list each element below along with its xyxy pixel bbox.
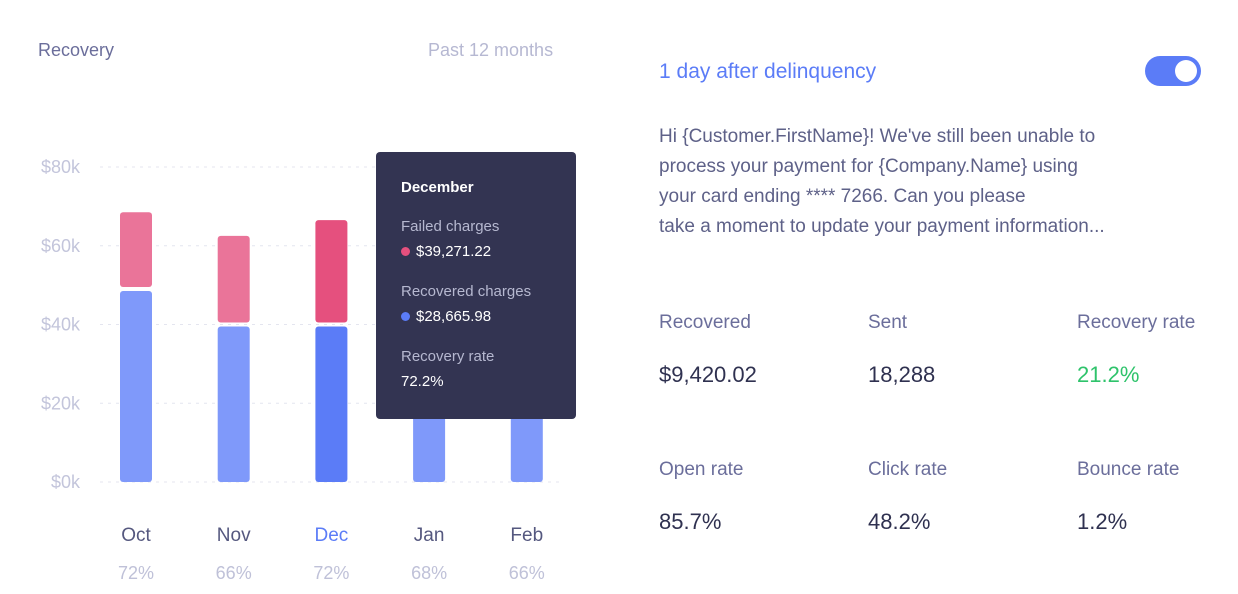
failed-dot-icon: [401, 247, 410, 256]
date-range-selector[interactable]: Past 12 months: [428, 40, 554, 60]
failed-bar-dec: [315, 220, 348, 323]
message-line: Hi {Customer.FirstName}! We've still bee…: [659, 126, 1096, 147]
stat-click-rate-label: Click rate: [868, 459, 948, 480]
recovered-dot-icon: [401, 312, 410, 321]
stat-recovered-value: $9,420.02: [659, 362, 757, 387]
tooltip-month: December: [401, 179, 474, 196]
tooltip-rate-label: Recovery rate: [401, 348, 495, 365]
x-tick-label: Feb: [510, 525, 543, 546]
stat-bounce-rate-label: Bounce rate: [1077, 459, 1180, 480]
stat-open-rate-value: 85.7%: [659, 509, 722, 534]
x-tick-label: Oct: [121, 525, 151, 546]
y-tick-label: $20k: [41, 393, 81, 413]
rate-label: 72%: [118, 563, 154, 583]
message-line: take a moment to update your payment inf…: [659, 216, 1105, 237]
stat-recovered-label: Recovered: [659, 312, 751, 333]
recovered-bar-oct: [120, 291, 152, 482]
tooltip-recovered-label: Recovered charges: [401, 283, 532, 300]
y-tick-label: $40k: [41, 315, 81, 335]
stat-sent-value: 18,288: [868, 362, 936, 387]
chart-title: Recovery: [38, 40, 115, 60]
stat-sent-label: Sent: [868, 312, 908, 333]
message-line: your card ending **** 7266. Can you plea…: [659, 186, 1026, 207]
failed-bar-nov: [217, 235, 250, 323]
tooltip-failed-label: Failed charges: [401, 218, 500, 235]
tooltip-recovered-value: $28,665.98: [401, 308, 491, 325]
rate-label: 72%: [313, 563, 349, 583]
failed-bar-oct: [120, 212, 152, 288]
x-tick-label: Jan: [414, 525, 445, 546]
stat-click-rate-value: 48.2%: [868, 509, 931, 534]
rate-label: 68%: [411, 563, 447, 583]
recovered-bar-dec: [315, 326, 348, 482]
recovered-bar-nov: [217, 326, 250, 482]
stat-open-rate-label: Open rate: [659, 459, 744, 480]
y-tick-label: $80k: [41, 157, 81, 177]
toggle-knob: [1175, 60, 1197, 82]
tooltip-rate-value: 72.2%: [401, 373, 444, 390]
stat-recovery-rate-value: 21.2%: [1077, 362, 1140, 387]
enable-toggle[interactable]: [1145, 56, 1201, 86]
recovered-value-text: $28,665.98: [416, 308, 492, 325]
stat-bounce-rate-value: 1.2%: [1077, 509, 1128, 534]
x-tick-label: Nov: [217, 525, 251, 546]
y-tick-label: $60k: [41, 236, 81, 256]
email-message: Hi {Customer.FirstName}! We've still bee…: [659, 122, 1179, 242]
rate-label: 66%: [216, 563, 252, 583]
chart-tooltip: December Failed charges $39,271.22 Recov…: [376, 152, 576, 419]
stat-recovery-rate-label: Recovery rate: [1077, 312, 1196, 333]
rate-label: 66%: [509, 563, 545, 583]
x-tick-label: Dec: [315, 525, 349, 546]
email-step-title: 1 day after delinquency: [659, 60, 877, 83]
message-line: process your payment for {Company.Name} …: [659, 156, 1078, 177]
y-tick-label: $0k: [51, 472, 81, 492]
tooltip-failed-value: $39,271.22: [401, 243, 491, 260]
failed-value-text: $39,271.22: [416, 243, 492, 260]
